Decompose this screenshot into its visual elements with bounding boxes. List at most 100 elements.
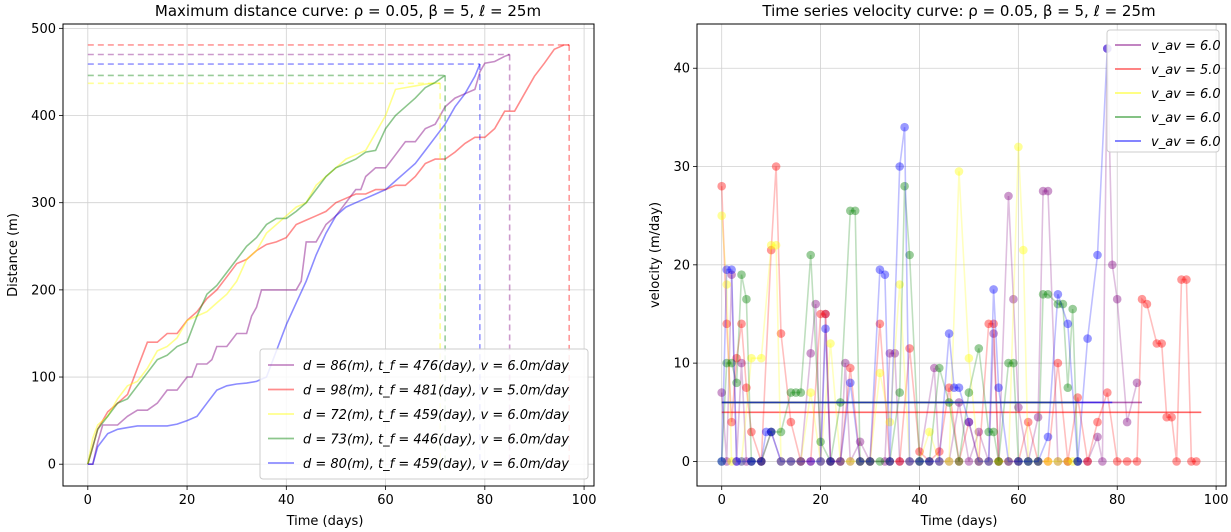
velocity-point xyxy=(717,388,726,397)
velocity-point xyxy=(722,358,731,368)
velocity-point xyxy=(846,457,855,466)
distance-legend: d = 86(m), t_f = 476(day), v = 6.0m/day d… xyxy=(259,348,589,480)
velocity-point xyxy=(826,457,835,466)
velocity-point xyxy=(855,457,865,466)
distance-series-line-1 xyxy=(87,53,510,466)
velocity-point xyxy=(885,457,895,466)
velocity-point xyxy=(776,457,786,466)
velocity-point xyxy=(786,388,796,397)
y-tick-label: 30 xyxy=(673,160,690,175)
velocity-point xyxy=(935,457,944,466)
velocity-series-layer xyxy=(717,44,1202,466)
velocity-point xyxy=(846,378,855,388)
velocity-point xyxy=(1004,457,1013,466)
velocity-point xyxy=(796,457,806,466)
velocity-point xyxy=(1192,457,1201,466)
x-tick-label: 80 xyxy=(477,493,494,508)
velocity-point xyxy=(821,309,830,319)
velocity-x-axis-label: Time (days) xyxy=(920,514,998,529)
velocity-point xyxy=(826,457,835,466)
velocity-point xyxy=(757,457,766,466)
velocity-point xyxy=(905,344,914,353)
velocity-point xyxy=(1033,457,1043,466)
velocity-point xyxy=(949,383,959,393)
velocity-point xyxy=(1162,412,1171,422)
velocity-point xyxy=(1053,457,1063,466)
velocity-point xyxy=(1137,294,1147,304)
velocity-point xyxy=(846,457,855,466)
velocity-point xyxy=(717,457,726,466)
velocity-point xyxy=(900,181,909,191)
velocity-point xyxy=(935,363,944,373)
velocity-point xyxy=(895,162,904,171)
velocity-point xyxy=(964,388,974,397)
velocity-point xyxy=(1058,299,1068,309)
velocity-point xyxy=(786,457,796,466)
distance-chart-title: Maximum distance curve: ρ = 0.05, β = 5,… xyxy=(155,2,541,20)
velocity-point xyxy=(1132,378,1142,388)
velocity-point xyxy=(865,457,875,466)
velocity-point xyxy=(732,378,741,388)
velocity-legend-label-2: v_av = 5.0 xyxy=(1151,63,1221,78)
y-tick-label: 300 xyxy=(31,196,56,211)
velocity-point xyxy=(989,285,998,294)
velocity-point xyxy=(1033,457,1043,466)
velocity-point xyxy=(796,457,806,466)
velocity-point xyxy=(727,270,736,280)
velocity-point xyxy=(994,457,1003,466)
velocity-point xyxy=(925,457,934,466)
velocity-point xyxy=(1063,457,1073,466)
x-tick-label: 100 xyxy=(1204,493,1229,508)
velocity-point xyxy=(786,457,796,466)
velocity-point xyxy=(1083,334,1092,343)
distance-series-line-3 xyxy=(87,82,441,465)
velocity-point xyxy=(1009,358,1018,368)
velocity-point xyxy=(994,457,1003,466)
velocity-point xyxy=(880,270,890,280)
velocity-series-line-1 xyxy=(720,48,1138,465)
velocity-point xyxy=(737,457,746,466)
velocity-point xyxy=(1103,388,1112,397)
velocity-point xyxy=(766,427,776,437)
velocity-point xyxy=(747,457,756,466)
y-tick-label: 400 xyxy=(31,109,56,124)
distance-y-axis-label: Distance (m) xyxy=(6,213,21,297)
velocity-point xyxy=(944,383,954,393)
velocity-point xyxy=(935,457,944,466)
velocity-point xyxy=(915,457,924,466)
velocity-point xyxy=(821,324,830,334)
velocity-point xyxy=(816,309,825,319)
velocity-point xyxy=(954,167,964,176)
velocity-point xyxy=(796,457,806,466)
velocity-point xyxy=(722,280,731,289)
velocity-point xyxy=(826,457,835,466)
velocity-point xyxy=(836,457,845,466)
velocity-point xyxy=(727,457,736,466)
velocity-point xyxy=(1187,457,1196,466)
velocity-point xyxy=(742,383,751,393)
velocity-point xyxy=(806,457,815,466)
x-tick-label: 100 xyxy=(572,493,597,508)
velocity-point xyxy=(737,457,746,466)
velocity-point xyxy=(905,457,914,466)
velocity-point xyxy=(1122,457,1132,466)
velocity-point xyxy=(1063,319,1073,329)
velocity-point xyxy=(806,250,815,260)
velocity-point xyxy=(915,457,924,466)
velocity-point xyxy=(865,457,875,466)
velocity-point xyxy=(1068,304,1077,314)
velocity-point xyxy=(925,457,934,466)
velocity-point xyxy=(836,457,845,466)
velocity-point xyxy=(989,427,998,437)
velocity-point xyxy=(994,383,1003,393)
velocity-point xyxy=(1053,358,1063,368)
velocity-point xyxy=(915,457,924,466)
velocity-point xyxy=(974,457,984,466)
velocity-point xyxy=(796,388,806,397)
velocity-point xyxy=(855,457,865,466)
velocity-point xyxy=(806,349,815,358)
y-tick-label: 0 xyxy=(48,458,56,473)
velocity-point xyxy=(994,457,1003,466)
velocity-point xyxy=(816,437,825,447)
velocity-point xyxy=(1053,290,1063,299)
